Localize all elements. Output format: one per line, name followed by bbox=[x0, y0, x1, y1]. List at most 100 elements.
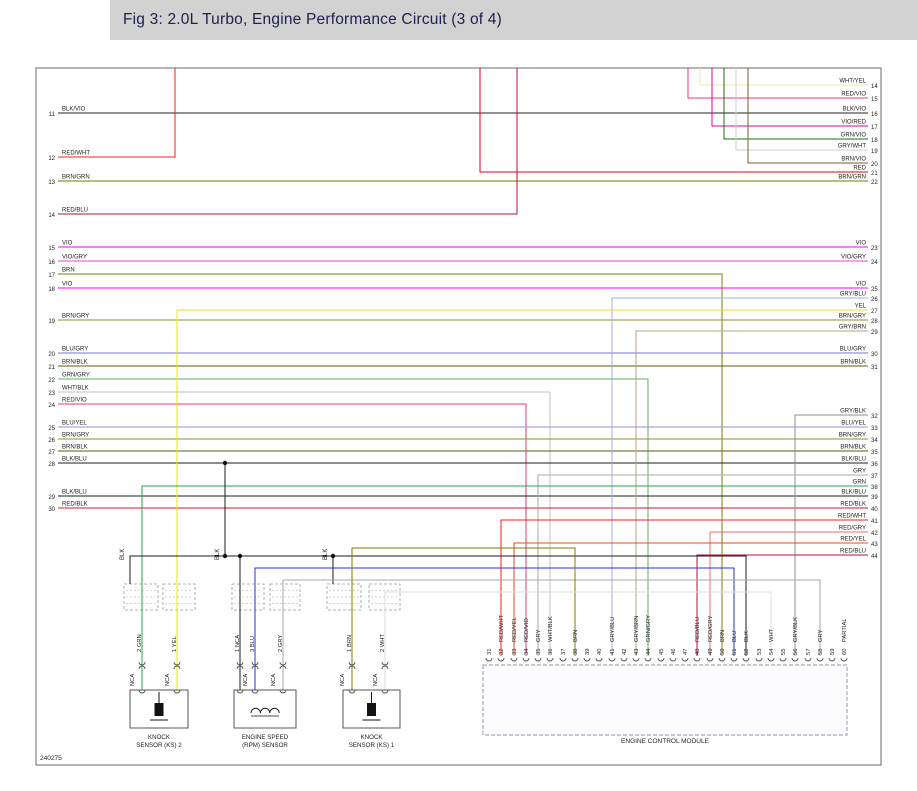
inline-connector-half bbox=[173, 665, 181, 670]
ecm-pin-connector bbox=[546, 657, 554, 662]
ecm-pin-connector bbox=[718, 657, 726, 662]
right-pin-number: 34 bbox=[871, 438, 878, 444]
right-pin-label: RED/WHT bbox=[838, 514, 866, 520]
right-pin-number: 31 bbox=[871, 365, 878, 371]
wire-red bbox=[479, 68, 868, 173]
right-pin-number: 42 bbox=[871, 531, 878, 537]
left-pin-label: BRN bbox=[62, 268, 75, 274]
left-pin-label: BRN/BLK bbox=[62, 360, 88, 366]
rpm-coil bbox=[250, 707, 280, 714]
ecm-pin-connector bbox=[620, 657, 628, 662]
right-pin-number: 44 bbox=[871, 554, 878, 560]
inline-connector-half bbox=[138, 661, 146, 666]
shield-box bbox=[269, 583, 301, 611]
ecm-pin-color-label: GRY/BLU bbox=[610, 617, 616, 642]
title-bar: Fig 3: 2.0L Turbo, Engine Performance Ci… bbox=[110, 0, 917, 40]
knock-element bbox=[367, 703, 376, 716]
ecm-pin-color-label: WHT/BLK bbox=[548, 616, 554, 642]
right-pin-label: GRY/BLU bbox=[840, 292, 866, 298]
left-pin-number: 23 bbox=[48, 391, 55, 397]
ecm-pin-number: 56 bbox=[793, 649, 799, 655]
wire-blu bbox=[254, 567, 735, 690]
ecm-pin-number: 36 bbox=[548, 649, 554, 655]
wire-brn bbox=[58, 273, 723, 656]
wire-red-blu bbox=[58, 68, 518, 215]
sensor-name-line1: ENGINE SPEED bbox=[242, 734, 289, 741]
ecm-pin-connector bbox=[510, 657, 518, 662]
right-pin-label: YEL bbox=[855, 304, 867, 310]
ecm-pin-color-label: PARTIAL bbox=[842, 618, 848, 642]
ecm-box bbox=[482, 664, 848, 736]
right-pin-label: RED bbox=[853, 166, 866, 172]
ecm-pin-color-label: RED/GRY bbox=[708, 616, 714, 642]
ecm-pin-color-label: GRY bbox=[536, 629, 542, 642]
nca-label: NCA bbox=[373, 674, 379, 686]
junction-dot bbox=[222, 553, 228, 559]
inline-connector-half bbox=[381, 665, 389, 670]
right-pin-number: 21 bbox=[871, 171, 878, 177]
wire-red-blu bbox=[696, 554, 868, 656]
junction-dot bbox=[237, 553, 243, 559]
left-pin-label: BRN/GRY bbox=[62, 433, 89, 439]
ecm-pin-number: 52 bbox=[744, 649, 750, 655]
ecm-pin-connector bbox=[657, 657, 665, 662]
ecm-pin-number: 60 bbox=[842, 649, 848, 655]
right-pin-number: 41 bbox=[871, 519, 878, 525]
ecm-pin-number: 55 bbox=[781, 649, 787, 655]
sensor-pin-connector bbox=[138, 689, 146, 694]
left-pin-label: GRN/GRY bbox=[62, 373, 90, 379]
ecm-pin-connector bbox=[497, 657, 505, 662]
right-pin-label: BRN/BLK bbox=[840, 445, 866, 451]
right-pin-label: BRN/GRN bbox=[838, 175, 866, 181]
left-pin-label: BLK/VIO bbox=[62, 107, 86, 113]
ecm-pin-number: 51 bbox=[732, 649, 738, 655]
right-pin-number: 26 bbox=[871, 297, 878, 303]
right-pin-number: 29 bbox=[871, 330, 878, 336]
sensor-name-line1: KNOCK bbox=[148, 734, 171, 741]
left-pin-number: 19 bbox=[48, 319, 55, 325]
right-pin-number: 20 bbox=[871, 162, 878, 168]
left-pin-label: VIO/GRY bbox=[62, 255, 87, 261]
left-pin-number: 30 bbox=[48, 507, 55, 513]
sensor-pin-connector bbox=[251, 689, 259, 694]
right-pin-label: GRY/BRN bbox=[839, 325, 866, 331]
sensor-pin-connector bbox=[236, 689, 244, 694]
left-pin-label: BLK/BLU bbox=[62, 457, 87, 463]
figure-title: Fig 3: 2.0L Turbo, Engine Performance Ci… bbox=[123, 11, 502, 28]
inline-connector-half bbox=[236, 665, 244, 670]
ecm-pin-color-label: BLK bbox=[744, 631, 750, 642]
ecm-pin-color-label: GRN/GRY bbox=[646, 615, 652, 642]
right-pin-label: BLK/BLU bbox=[841, 457, 866, 463]
ecm-pin-connector bbox=[779, 657, 787, 662]
ecm-pin-connector bbox=[632, 657, 640, 662]
inline-connector-half bbox=[381, 661, 389, 666]
shield-box bbox=[162, 583, 196, 611]
ecm-pin-color-label: BLU bbox=[732, 631, 738, 642]
wire-red-gry bbox=[709, 531, 868, 656]
ecm-pin-number: 57 bbox=[806, 649, 812, 655]
right-pin-number: 30 bbox=[871, 352, 878, 358]
nca-label: NCA bbox=[243, 674, 249, 686]
ecm-pin-number: 35 bbox=[536, 649, 542, 655]
wire-gry-blk bbox=[794, 414, 868, 656]
ecm-pin-number: 44 bbox=[646, 648, 652, 655]
left-pin-label: BRN/GRY bbox=[62, 314, 89, 320]
wire-red-wht bbox=[500, 519, 868, 656]
drawing-number: 240275 bbox=[40, 755, 62, 762]
right-pin-label: RED/YEL bbox=[840, 537, 866, 543]
ecm-pin-connector bbox=[816, 657, 824, 662]
ecm-pin-number: 38 bbox=[573, 649, 579, 655]
sensor-pin-label: 2 WHT bbox=[380, 634, 386, 652]
ecm-pin-number: 49 bbox=[708, 649, 714, 655]
left-pin-label: RED/VIO bbox=[62, 398, 87, 404]
ecm-pin-number: 59 bbox=[830, 649, 836, 655]
right-pin-label: RED/VIO bbox=[841, 92, 866, 98]
right-pin-number: 36 bbox=[871, 462, 878, 468]
sensor-name-line2: SENSOR (KS) 2 bbox=[136, 742, 182, 749]
sensor-pin-connector bbox=[279, 689, 287, 694]
left-pin-label: RED/BLU bbox=[62, 208, 88, 214]
right-pin-number: 33 bbox=[871, 426, 878, 432]
right-pin-label: VIO bbox=[856, 241, 867, 247]
nca-label: NCA bbox=[130, 674, 136, 686]
